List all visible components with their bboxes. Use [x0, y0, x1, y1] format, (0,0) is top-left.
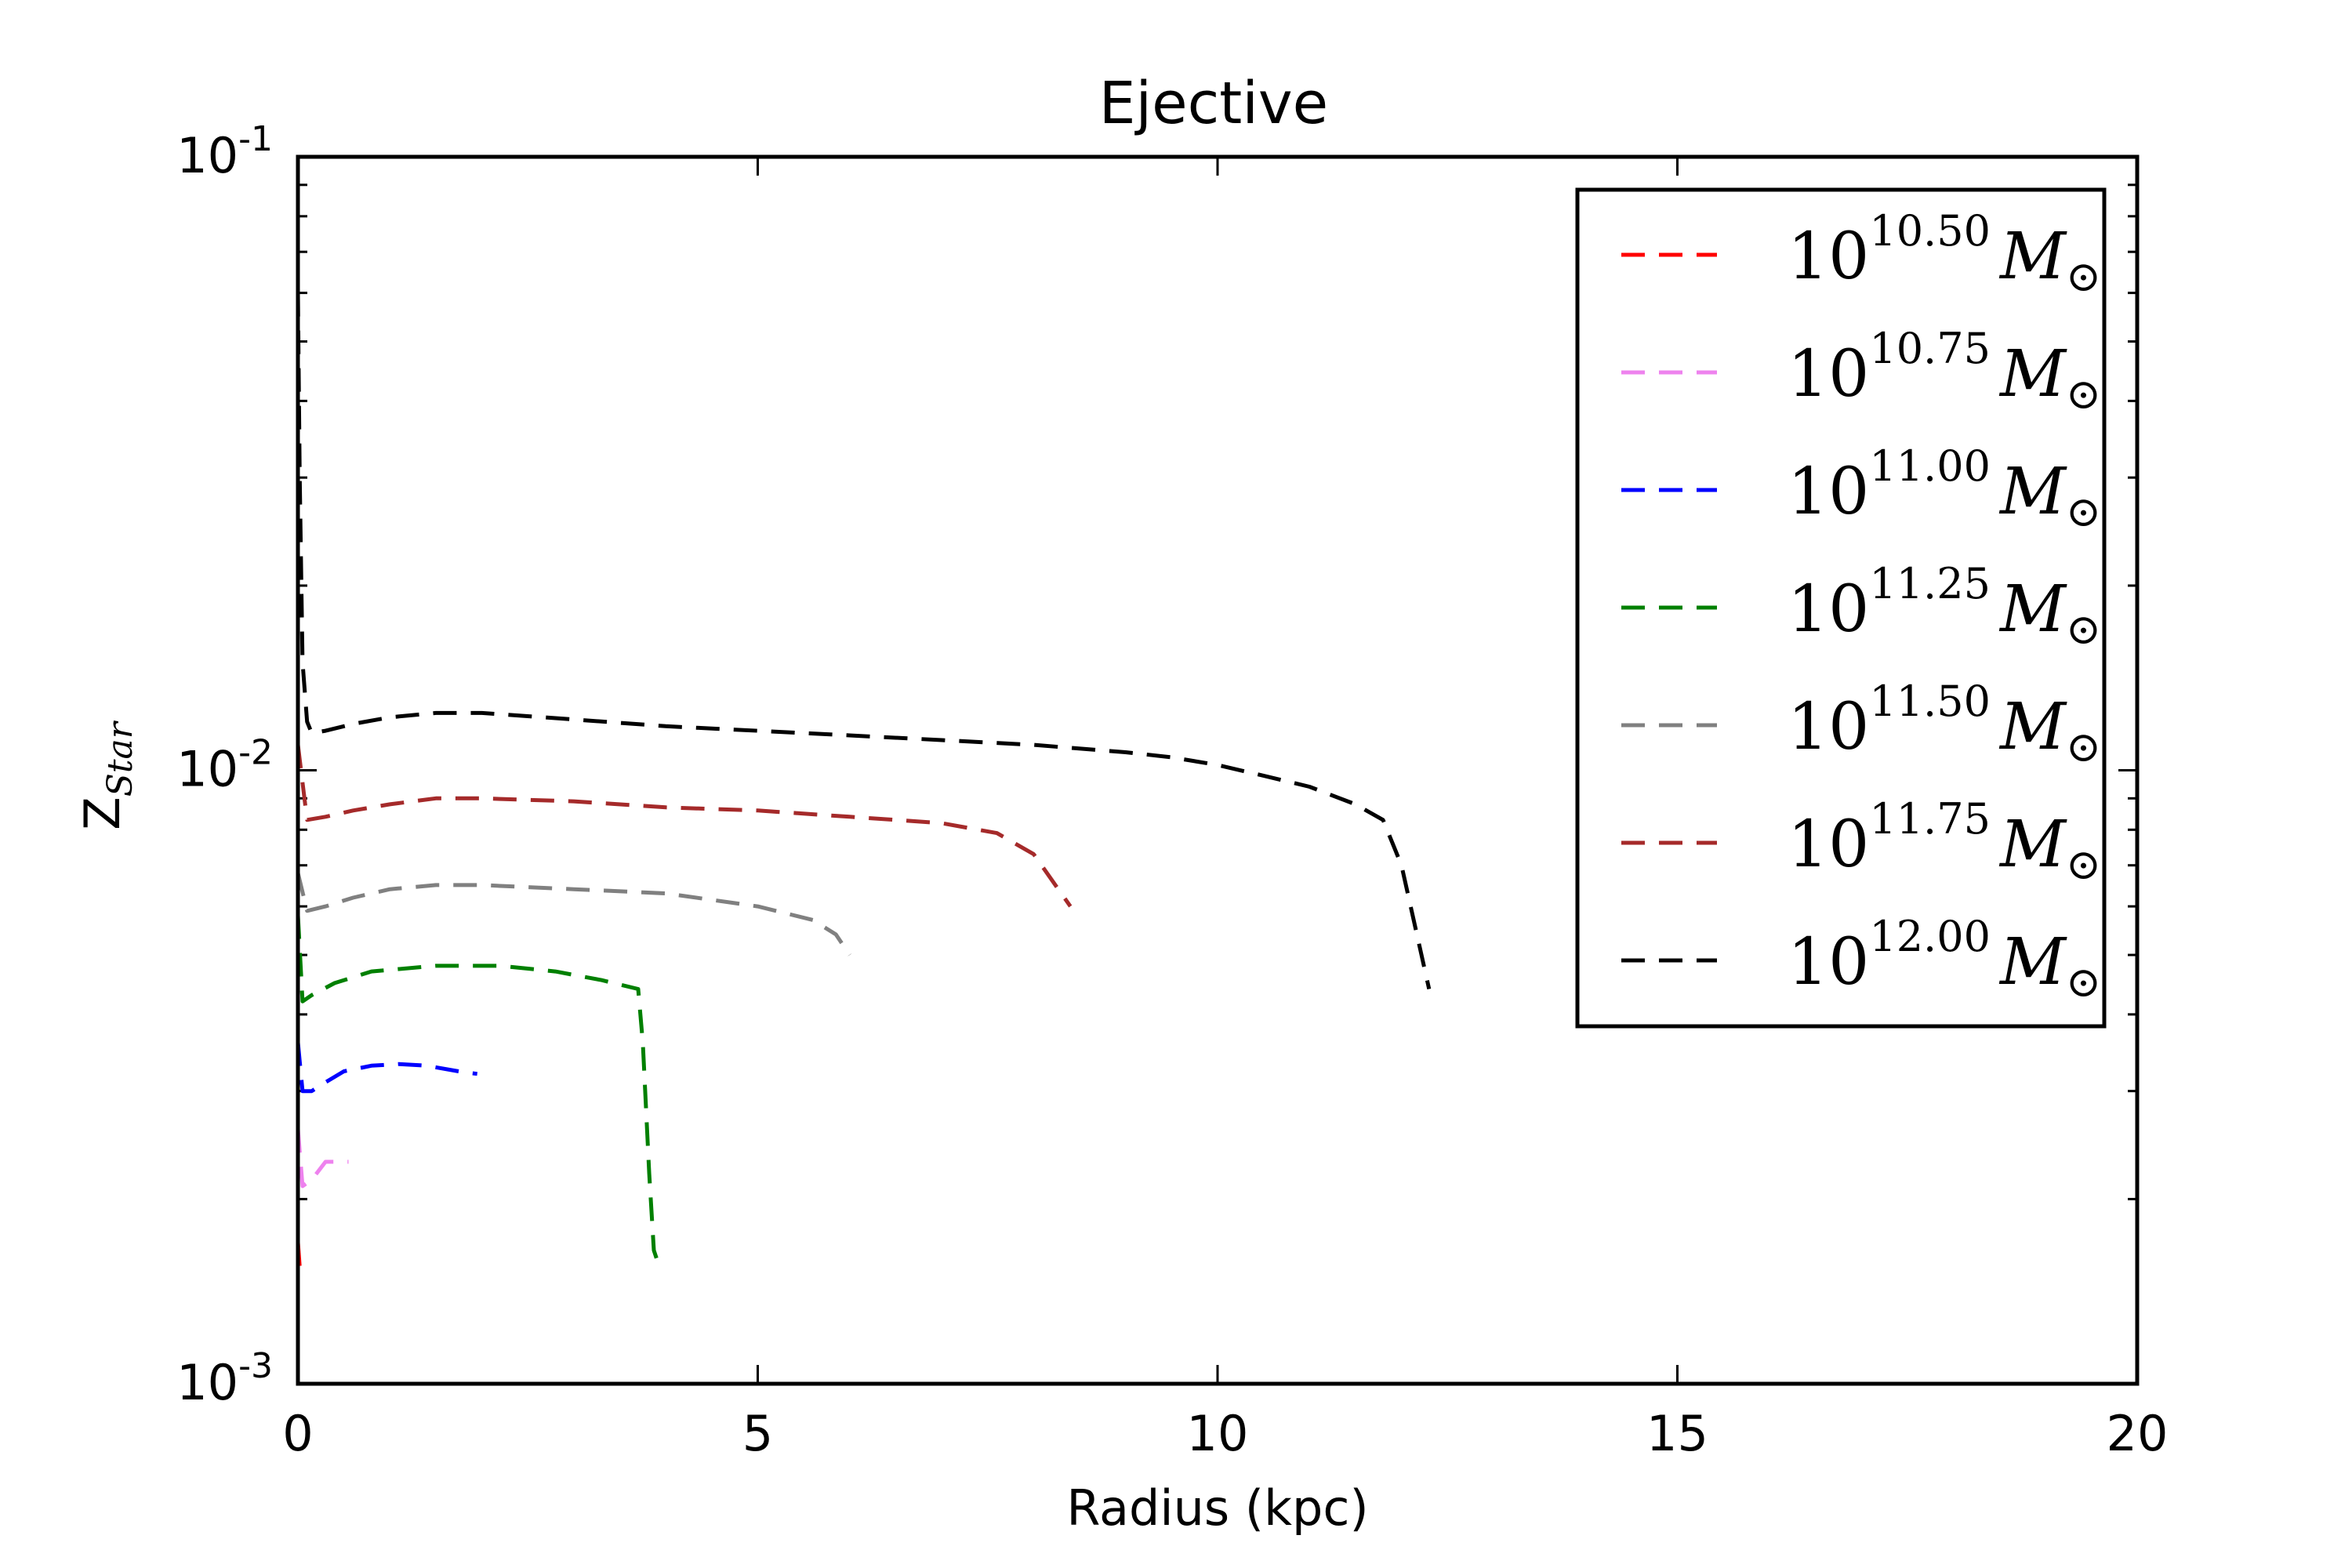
y-tick-label-exp: -2 — [238, 733, 273, 773]
y-tick-label-exp: -1 — [238, 119, 273, 159]
legend-label-unit-sub: ⊙ — [2066, 840, 2101, 889]
x-tick-label: 15 — [1646, 1405, 1708, 1462]
legend-label-base: 10 — [1788, 690, 1869, 764]
x-tick-label: 20 — [2107, 1405, 2169, 1462]
x-tick-label: 0 — [282, 1405, 313, 1462]
legend-label-base: 10 — [1788, 220, 1869, 294]
legend-label-unit: M — [1998, 690, 2067, 764]
y-tick-label: 10-2 — [176, 733, 273, 798]
series-line-3 — [296, 915, 659, 1260]
chart-title: Ejective — [1099, 70, 1328, 137]
legend-label-exp: 11.25 — [1869, 559, 1991, 608]
legend-item: 1011.75 M⊙ — [1621, 794, 2101, 889]
legend-label-unit: M — [1998, 925, 2067, 1000]
series-line-1 — [296, 1129, 349, 1189]
y-tick-label: 10-1 — [176, 119, 273, 184]
legend-label: 1010.50 M⊙ — [1788, 206, 2101, 301]
legend-label-exp: 11.00 — [1869, 441, 1991, 491]
legend-label-unit: M — [1998, 572, 2067, 647]
x-tick-label: 5 — [742, 1405, 773, 1462]
x-tick-labels: 0 5 10 15 20 — [282, 1405, 2168, 1462]
y-tick-label-base: 10 — [176, 741, 238, 798]
legend-label-unit-sub: ⊙ — [2066, 957, 2101, 1007]
legend-label-unit: M — [1998, 455, 2067, 529]
legend-label-exp: 10.50 — [1869, 206, 1991, 256]
y-tick-label: 10-3 — [176, 1346, 273, 1411]
legend-label: 1012.00 M⊙ — [1788, 912, 2101, 1007]
legend-label-unit-sub: ⊙ — [2066, 487, 2101, 536]
legend-item: 1011.25 M⊙ — [1621, 559, 2101, 654]
y-axis-label-subscript: Star — [100, 720, 140, 797]
y-tick-label-base: 10 — [176, 1354, 238, 1411]
legend-label-exp: 11.75 — [1869, 794, 1991, 844]
legend-item: 1011.00 M⊙ — [1621, 441, 2101, 536]
x-axis-label: Radius (kpc) — [1066, 1479, 1368, 1537]
series-line-6 — [296, 292, 1432, 990]
legend-label-base: 10 — [1788, 808, 1869, 882]
series-line-4 — [296, 873, 851, 956]
y-tick-labels: 10-310-210-1 — [176, 119, 273, 1411]
legend-label: 1011.75 M⊙ — [1788, 794, 2101, 889]
series-line-5 — [296, 744, 1073, 908]
legend-label-base: 10 — [1788, 925, 1869, 1000]
legend-label: 1010.75 M⊙ — [1788, 324, 2101, 419]
legend-label-exp: 10.75 — [1869, 324, 1991, 373]
y-tick-label-base: 10 — [176, 127, 238, 184]
x-tick-label: 10 — [1187, 1405, 1249, 1462]
legend-label-exp: 11.50 — [1869, 677, 1991, 726]
legend-label-unit: M — [1998, 220, 2067, 294]
series-line-2 — [296, 1042, 477, 1094]
plot-frame — [296, 154, 2140, 1386]
legend-label-unit: M — [1998, 337, 2067, 412]
legend-label-unit-sub: ⊙ — [2066, 252, 2101, 301]
legend-item: 1011.50 M⊙ — [1621, 677, 2101, 771]
legend: 1010.50 M⊙1010.75 M⊙1011.00 M⊙1011.25 M⊙1011… — [1575, 187, 2107, 1029]
legend-item: 1012.00 M⊙ — [1621, 912, 2101, 1007]
legend-label-unit-sub: ⊙ — [2066, 369, 2101, 419]
legend-label: 1011.00 M⊙ — [1788, 441, 2101, 536]
y-axis-label: ZStar — [74, 720, 140, 830]
legend-label-exp: 12.00 — [1869, 912, 1991, 961]
legend-item: 1010.50 M⊙ — [1621, 206, 2101, 301]
legend-label: 1011.25 M⊙ — [1788, 559, 2101, 654]
legend-label-base: 10 — [1788, 337, 1869, 412]
legend-label-base: 10 — [1788, 455, 1869, 529]
legend-label: 1011.50 M⊙ — [1788, 677, 2101, 771]
legend-label-unit-sub: ⊙ — [2066, 722, 2101, 771]
legend-item: 1010.75 M⊙ — [1621, 324, 2101, 419]
legend-label-unit-sub: ⊙ — [2066, 604, 2101, 654]
y-tick-label-exp: -3 — [238, 1346, 273, 1386]
legend-label-base: 10 — [1788, 572, 1869, 647]
legend-items: 1010.50 M⊙1010.75 M⊙1011.00 M⊙1011.25 M⊙1011… — [1621, 206, 2101, 1007]
legend-label-unit: M — [1998, 808, 2067, 882]
y-axis-label-base: Z — [74, 797, 131, 829]
